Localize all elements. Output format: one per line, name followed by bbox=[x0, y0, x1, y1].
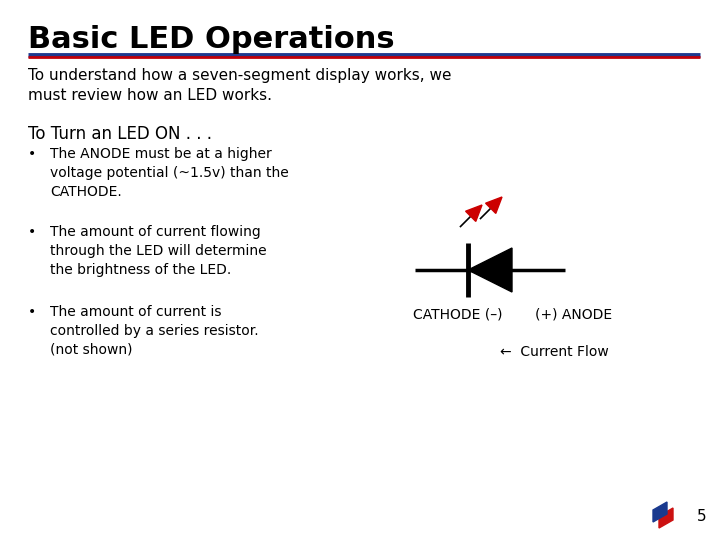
Polygon shape bbox=[653, 502, 667, 522]
Text: The amount of current flowing
through the LED will determine
the brightness of t: The amount of current flowing through th… bbox=[50, 225, 266, 277]
Text: •: • bbox=[28, 305, 36, 319]
Text: The amount of current is
controlled by a series resistor.
(not shown): The amount of current is controlled by a… bbox=[50, 305, 258, 357]
Text: 5: 5 bbox=[696, 509, 706, 524]
Polygon shape bbox=[659, 508, 673, 528]
Text: •: • bbox=[28, 225, 36, 239]
Polygon shape bbox=[466, 205, 482, 221]
Text: ←  Current Flow: ← Current Flow bbox=[500, 345, 608, 359]
Text: •: • bbox=[28, 147, 36, 161]
Text: Basic LED Operations: Basic LED Operations bbox=[28, 25, 395, 54]
Text: To Turn an LED ON . . .: To Turn an LED ON . . . bbox=[28, 125, 212, 143]
Polygon shape bbox=[485, 197, 502, 213]
Text: (+) ANODE: (+) ANODE bbox=[535, 308, 612, 322]
Text: CATHODE (–): CATHODE (–) bbox=[413, 308, 503, 322]
Text: To understand how a seven-segment display works, we
must review how an LED works: To understand how a seven-segment displa… bbox=[28, 68, 451, 103]
Text: The ANODE must be at a higher
voltage potential (~1.5v) than the
CATHODE.: The ANODE must be at a higher voltage po… bbox=[50, 147, 289, 199]
Polygon shape bbox=[468, 248, 512, 292]
